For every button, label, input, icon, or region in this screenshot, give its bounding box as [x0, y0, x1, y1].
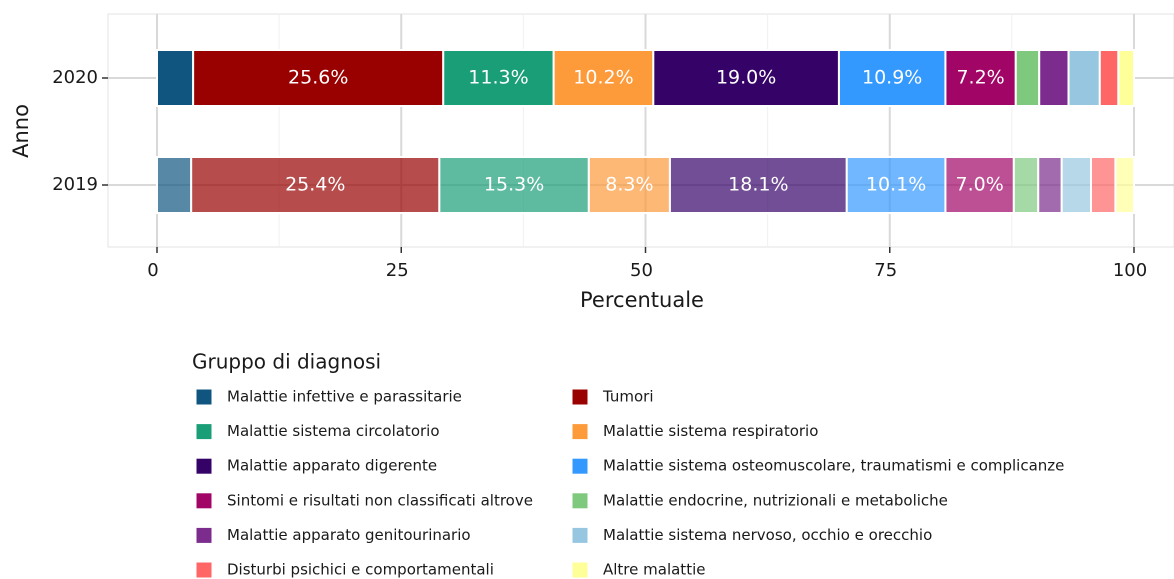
data-label: 7.2%	[956, 67, 1004, 89]
y-axis-title: Anno	[9, 104, 33, 158]
legend-key	[195, 423, 213, 441]
legend-key	[195, 561, 213, 579]
bar-segment	[1114, 156, 1136, 214]
data-label: 25.6%	[288, 67, 348, 89]
legend-label: Disturbi psichici e comportamentali	[227, 561, 494, 579]
legend-key	[571, 492, 589, 510]
legend-key	[571, 388, 589, 406]
x-tick-label: 100	[1113, 260, 1147, 281]
x-tick-label: 75	[874, 260, 897, 281]
legend-key	[571, 457, 589, 475]
x-tick-label: 25	[386, 260, 409, 281]
bar-segment	[156, 156, 193, 214]
y-tick-label: 2019	[52, 174, 98, 195]
bar-segment	[1117, 49, 1136, 107]
data-label: 7.0%	[955, 174, 1003, 196]
legend-label: Malattie sistema circolatorio	[227, 422, 440, 440]
data-label: 15.3%	[484, 174, 544, 196]
data-label: 10.1%	[866, 174, 926, 196]
legend-label: Malattie infettive e parassitarie	[227, 388, 462, 406]
bar-segment	[438, 156, 590, 214]
legend-key	[571, 561, 589, 579]
bar-segment	[190, 156, 441, 214]
bar-segment	[1098, 49, 1120, 107]
legend-label: Malattie sistema nervoso, occhio e orecc…	[603, 526, 932, 544]
bar-segment	[845, 156, 947, 214]
legend-label: Malattie sistema respiratorio	[603, 422, 818, 440]
bar-segment	[1090, 156, 1117, 214]
x-tick-label: 0	[147, 260, 158, 281]
bar-segment	[156, 49, 195, 107]
legend-key	[195, 492, 213, 510]
legend-label: Sintomi e risultati non classificati alt…	[227, 491, 533, 509]
data-label: 25.4%	[285, 174, 345, 196]
panel	[107, 13, 1174, 248]
data-label: 10.9%	[862, 67, 922, 89]
legend-label: Malattie apparato digerente	[227, 457, 437, 475]
bar-segment	[944, 156, 1015, 214]
legend-label: Malattie endocrine, nutrizionali e metab…	[603, 491, 948, 509]
data-label: 8.3%	[605, 174, 653, 196]
bar-segment	[192, 49, 445, 107]
bar-segment	[587, 156, 671, 214]
bar-segment	[652, 49, 840, 107]
bar-segment	[1067, 49, 1101, 107]
bar-segment	[1037, 156, 1063, 214]
legend-label: Altre malattie	[603, 561, 705, 579]
data-label: 11.3%	[468, 67, 528, 89]
bar-segment	[668, 156, 848, 214]
data-label: 19.0%	[716, 67, 776, 89]
bar-segment	[1060, 156, 1093, 214]
legend-key	[195, 526, 213, 544]
legend-key	[571, 526, 589, 544]
legend-label: Malattie apparato genitourinario	[227, 526, 471, 544]
data-label: 10.2%	[573, 67, 633, 89]
bar-segment	[837, 49, 947, 107]
bar-segment	[1038, 49, 1070, 107]
x-tick-label: 50	[630, 260, 653, 281]
bar-segment	[1014, 49, 1041, 107]
legend-key	[195, 457, 213, 475]
legend-key	[195, 388, 213, 406]
data-label: 18.1%	[728, 174, 788, 196]
legend-key	[571, 423, 589, 441]
legend-label: Tumori	[602, 388, 654, 406]
bar-segment	[552, 49, 655, 107]
bar-segment	[1012, 156, 1040, 214]
x-axis-title: Percentuale	[580, 288, 704, 312]
y-tick-label: 2020	[52, 67, 98, 88]
legend-label: Malattie sistema osteomuscolare, traumat…	[603, 457, 1064, 475]
legend-title: Gruppo di diagnosi	[192, 350, 381, 374]
